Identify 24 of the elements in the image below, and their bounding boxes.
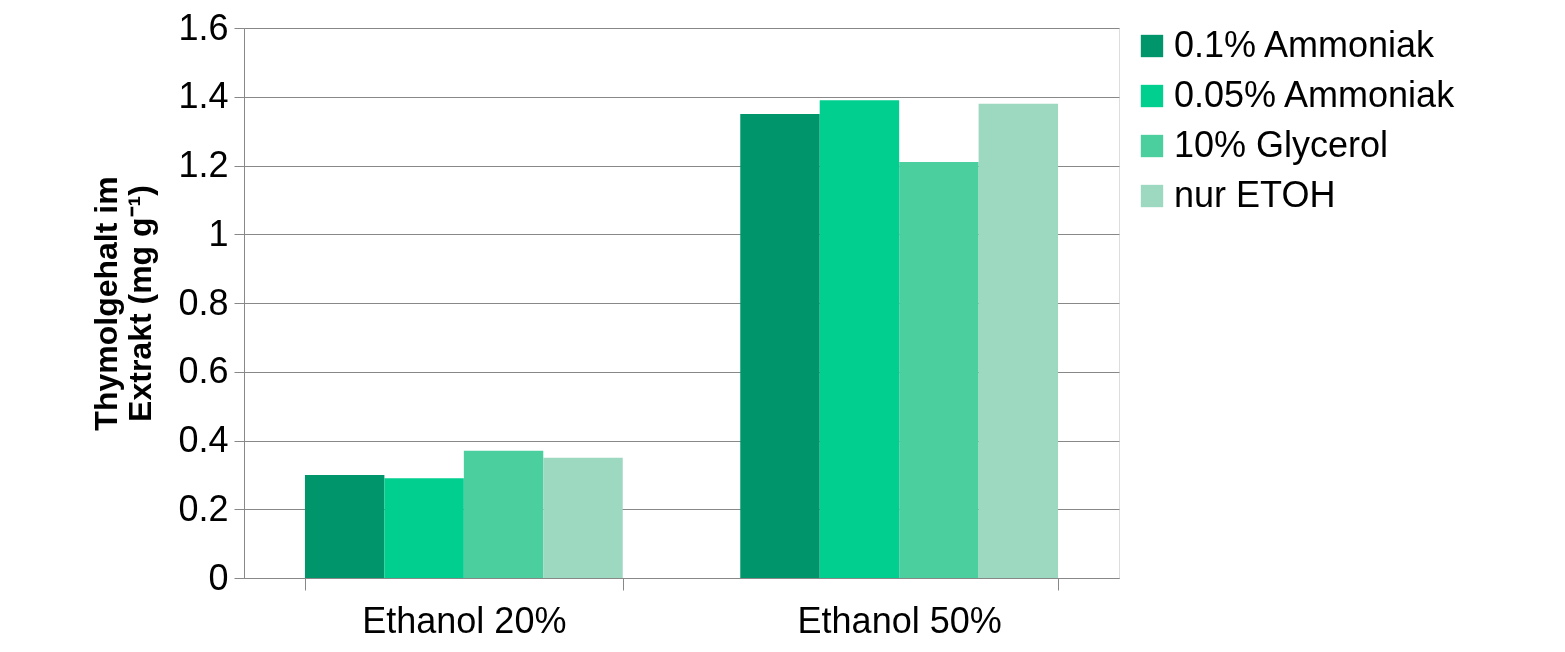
- bar: [463, 450, 544, 578]
- y-tick-label: 0: [208, 556, 229, 598]
- bar: [384, 478, 464, 578]
- legend-label: 0.1% Ammoniak: [1174, 24, 1436, 65]
- y-tick-label: 0.2: [178, 487, 229, 529]
- y-tick-label: 1.2: [178, 144, 229, 185]
- legend-label: 0.05% Ammoniak: [1174, 74, 1456, 115]
- y-tick-label: 1.6: [178, 6, 229, 48]
- y-tick-label: 1.4: [178, 75, 229, 117]
- y-tick-label: 1: [208, 212, 229, 254]
- y-tick-label: 0.6: [178, 350, 229, 392]
- bar: [304, 474, 385, 578]
- x-tick-label: Ethanol 20%: [362, 599, 567, 641]
- bar: [819, 100, 900, 578]
- legend-label: nur ETOH: [1174, 174, 1336, 215]
- bar: [899, 162, 979, 578]
- bar: [978, 103, 1059, 578]
- legend-label: 10% Glycerol: [1174, 124, 1389, 165]
- y-axis-title: Thymolgehalt im Extrakt (mg g⁻¹): [88, 176, 159, 431]
- y-tick-label: 0.8: [178, 281, 229, 323]
- bar: [543, 457, 623, 578]
- bar: [740, 113, 820, 578]
- y-tick-label: 0.4: [178, 419, 229, 460]
- x-tick-label: Ethanol 50%: [797, 599, 1002, 641]
